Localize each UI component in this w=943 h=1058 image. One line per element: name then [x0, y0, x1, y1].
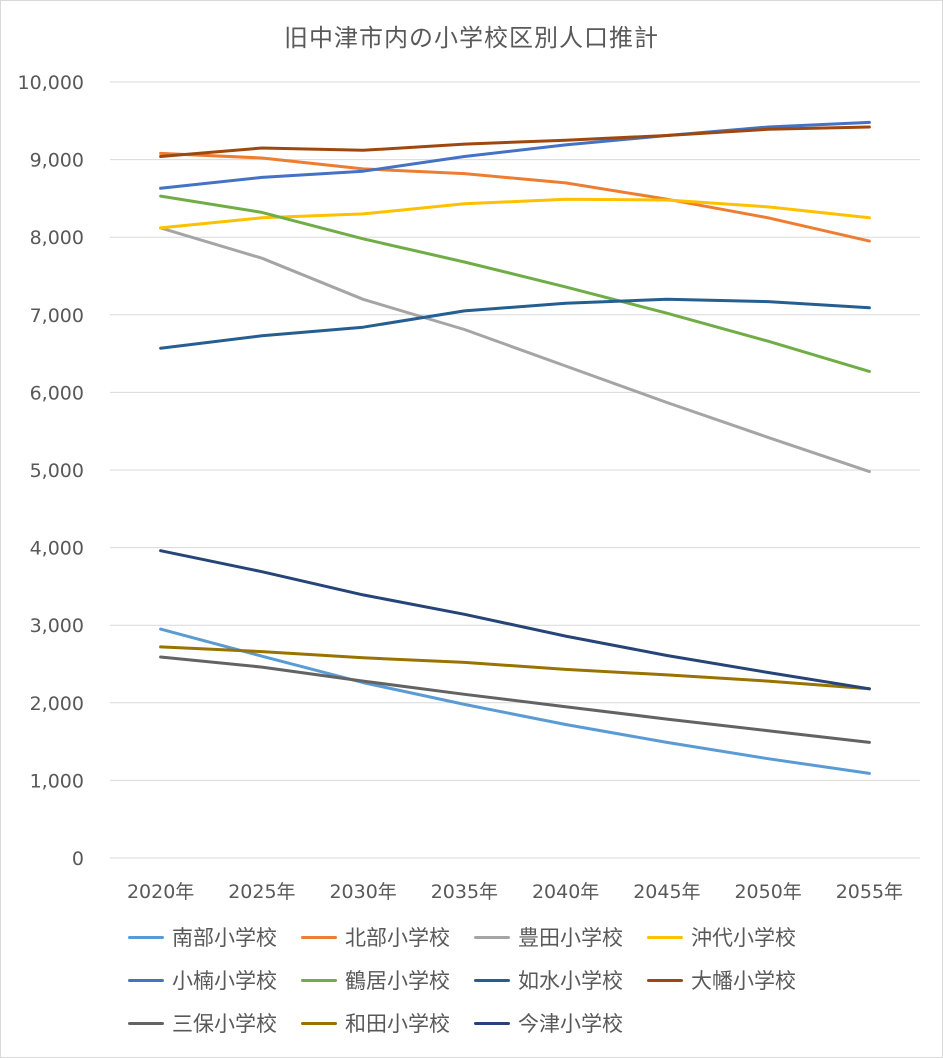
x-tick-label: 2035年: [431, 881, 498, 903]
legend-swatch: [647, 935, 683, 939]
series-line-7: [159, 297, 871, 350]
legend-swatch: [647, 978, 683, 982]
series-line-6: [159, 194, 871, 373]
series-line-5: [159, 120, 871, 190]
y-tick-label: 4,000: [30, 538, 84, 560]
legend-label: 今津小学校: [518, 1012, 623, 1036]
series-line-11: [159, 549, 871, 691]
series-lines: [159, 120, 871, 775]
legend-label: 鶴居小学校: [345, 969, 450, 993]
series-line-10: [159, 645, 871, 691]
series-line-3: [159, 226, 871, 474]
legend-label: 和田小学校: [345, 1012, 450, 1036]
legend-item: 三保小学校: [128, 1008, 277, 1038]
legend-item: 如水小学校: [474, 965, 623, 995]
x-tick-label: 2030年: [329, 881, 396, 903]
x-tick-label: 2050年: [734, 881, 801, 903]
y-tick-label: 1,000: [30, 770, 84, 792]
legend-swatch: [128, 1021, 164, 1025]
legend-label: 三保小学校: [172, 1012, 277, 1036]
x-tick-label: 2020年: [127, 881, 194, 903]
legend-label: 大幡小学校: [691, 969, 796, 993]
chart-title: 旧中津市内の小学校区別人口推計: [284, 24, 659, 52]
y-axis-ticks: 0 1,000 2,000 3,000 4,000 5,000 6,000 7,000 8,00…: [18, 72, 84, 870]
legend-swatch: [128, 935, 164, 939]
legend-item: 今津小学校: [474, 1008, 623, 1038]
legend-item: 豊田小学校: [474, 922, 623, 952]
legend-swatch: [128, 978, 164, 982]
legend-label: 豊田小学校: [518, 926, 623, 950]
y-tick-label: 7,000: [30, 305, 84, 327]
legend-swatch: [474, 978, 510, 982]
legend-swatch: [301, 978, 337, 982]
legend-item: 沖代小学校: [647, 922, 796, 952]
series-line-2: [159, 151, 871, 243]
y-tick-label: 10,000: [18, 72, 84, 94]
legend-item: 北部小学校: [301, 922, 450, 952]
y-tick-label: 3,000: [30, 615, 84, 637]
legend-item: 大幡小学校: [647, 965, 796, 995]
x-tick-label: 2045年: [633, 881, 700, 903]
legend-item: 小楠小学校: [128, 965, 277, 995]
legend-label: 沖代小学校: [691, 926, 796, 950]
y-tick-label: 6,000: [30, 382, 84, 404]
gridlines: [110, 81, 920, 859]
y-tick-label: 8,000: [30, 227, 84, 249]
legend-swatch: [474, 1021, 510, 1025]
y-tick-label: 9,000: [30, 150, 84, 172]
legend-item: 南部小学校: [128, 922, 277, 952]
legend-label: 如水小学校: [518, 969, 623, 993]
y-tick-label: 5,000: [30, 460, 84, 482]
x-tick-label: 2040年: [532, 881, 599, 903]
legend-swatch: [301, 935, 337, 939]
y-tick-label: 0: [72, 848, 84, 870]
y-tick-label: 2,000: [30, 693, 84, 715]
legend-label: 小楠小学校: [172, 969, 277, 993]
x-tick-label: 2055年: [836, 881, 903, 903]
legend-label: 南部小学校: [172, 926, 277, 950]
legend-item: 和田小学校: [301, 1008, 450, 1038]
legend-swatch: [301, 1021, 337, 1025]
legend-item: 鶴居小学校: [301, 965, 450, 995]
series-line-9: [159, 655, 871, 744]
series-line-1: [159, 627, 871, 775]
legend-label: 北部小学校: [345, 926, 450, 950]
series-line-8: [159, 125, 871, 158]
x-tick-label: 2025年: [228, 881, 295, 903]
legend-swatch: [474, 935, 510, 939]
x-axis-ticks: 2020年 2025年 2030年 2035年 2040年 2045年 2050年 2055年: [127, 881, 903, 903]
